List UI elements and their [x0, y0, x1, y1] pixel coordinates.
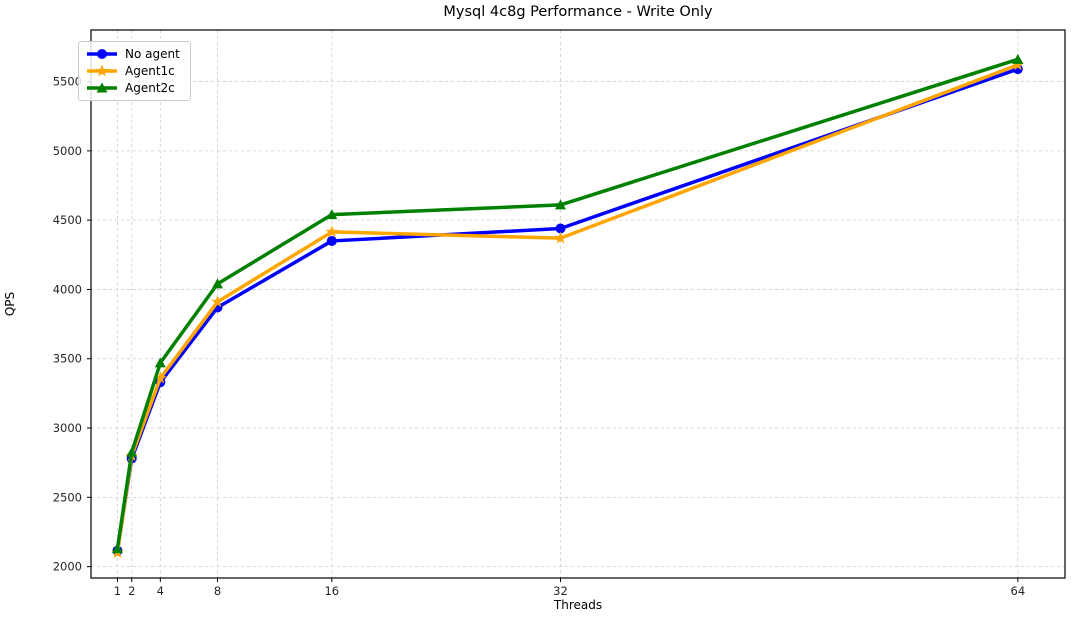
y-tick-label: 5500 — [53, 75, 82, 89]
y-tick-label: 4500 — [53, 213, 82, 227]
plot-spines — [90, 29, 1066, 579]
y-tick-label: 5000 — [53, 144, 82, 158]
legend-item-no-agent: No agent — [86, 47, 180, 61]
axis-ticks — [87, 81, 1019, 582]
triangle-marker-icon — [87, 82, 117, 93]
axis-tick-labels: 1 2 4 8 16 32 64 2000 2500 3000 3500 4000 4500 5000 55… — [53, 75, 1025, 598]
series-no-agent — [112, 64, 1023, 556]
legend: No agent Agent1c Agent2c — [78, 41, 191, 101]
circle-marker-icon — [87, 49, 117, 59]
y-axis-label: QPS — [3, 291, 17, 317]
y-tick-label: 2000 — [53, 560, 82, 574]
y-tick-label: 3500 — [53, 352, 82, 366]
x-tick-label: 64 — [1011, 584, 1026, 598]
x-tick-label: 16 — [324, 584, 339, 598]
series-agent2c — [111, 53, 1024, 554]
legend-item-agent1c: Agent1c — [86, 64, 180, 78]
x-axis-label: Threads — [553, 598, 603, 612]
series-agent1c — [111, 58, 1025, 559]
legend-label: Agent1c — [125, 64, 175, 78]
legend-label: Agent2c — [125, 81, 175, 95]
y-tick-label: 2500 — [53, 490, 82, 504]
x-tick-label: 4 — [157, 584, 164, 598]
x-tick-label: 2 — [128, 584, 135, 598]
x-tick-label: 8 — [214, 584, 221, 598]
x-tick-label: 1 — [114, 584, 121, 598]
gridlines — [91, 30, 1065, 578]
star-marker-icon — [87, 64, 117, 77]
y-tick-label: 4000 — [53, 282, 82, 296]
chart-title: Mysql 4c8g Performance - Write Only — [443, 4, 713, 20]
x-tick-label: 32 — [553, 584, 568, 598]
y-tick-label: 3000 — [53, 421, 82, 435]
legend-item-agent2c: Agent2c — [86, 81, 180, 95]
legend-label: No agent — [125, 47, 180, 61]
